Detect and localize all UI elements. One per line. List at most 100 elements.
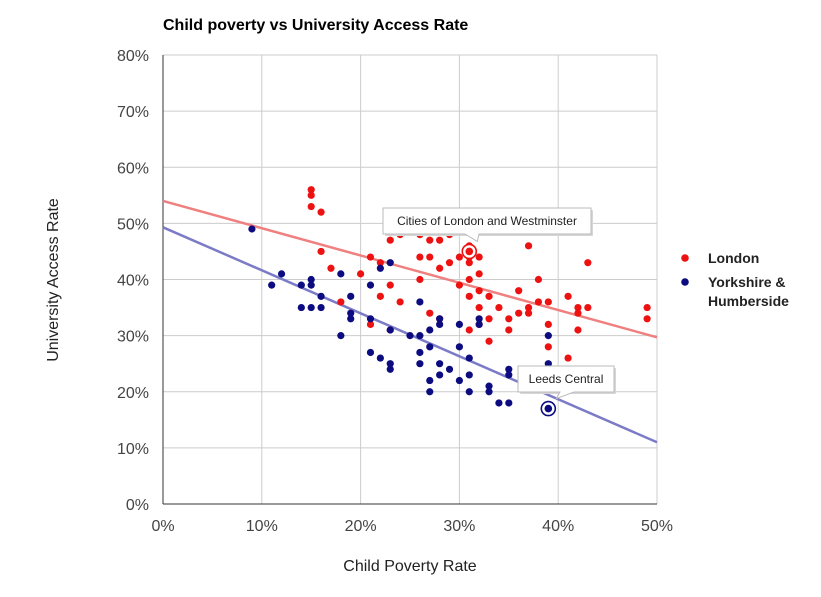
london-point [455,253,463,261]
london-point [475,287,483,295]
yorkshire-point [317,303,325,312]
london-point [475,270,483,278]
london-point [436,236,444,244]
yorkshire-point [475,320,483,328]
yorkshire-point [347,292,355,300]
y-tick-label: 20% [117,385,149,402]
yorkshire-point [337,332,345,340]
yorkshire-point [436,360,444,368]
legend-marker [681,254,689,262]
london-point [386,281,394,289]
london-point [475,303,483,312]
x-tick-label: 50% [641,518,673,535]
yorkshire-point [317,292,325,300]
x-tick-label: 30% [443,518,475,535]
london-point [366,253,375,261]
london-point [584,303,592,312]
london-point [317,247,325,256]
yorkshire-point [416,348,424,357]
london-point [337,298,345,306]
y-tick-label: 70% [117,104,149,121]
yorkshire-point [505,399,513,407]
yorkshire-point [307,303,315,312]
trendlines [162,199,658,444]
annotations: Cities of London and Westminster Leeds Ce… [382,207,616,417]
annotation-label: Leeds Central [529,372,604,386]
london-point [524,242,533,250]
x-tick-label: 20% [345,518,377,535]
y-tick-label: 30% [117,329,149,346]
london-point [327,264,335,272]
yorkshire-point [465,388,473,396]
london-point [426,253,434,261]
london-point [465,326,473,334]
london-point [524,309,533,317]
london-point [485,292,493,300]
london-point [307,191,315,199]
london-point [357,270,365,278]
yorkshire-point [268,281,276,289]
highlight-point [465,247,474,256]
legend-label: London [708,250,759,266]
axes: 0% 10% 20% 30% 40% 50% 60% 70% 80% 0% 10% 20% 30% 40%… [117,48,673,535]
gridlines [163,54,658,504]
x-tick-label: 10% [246,518,278,535]
y-tick-label: 10% [117,441,149,458]
yorkshire-point [485,382,493,390]
london-point [416,275,424,284]
london-point [505,326,513,334]
yorkshire-point [347,309,355,317]
london-point [465,259,473,267]
london-point [515,309,523,317]
london-point [574,303,582,312]
yorkshire-point [445,365,454,373]
x-tick-label: 40% [542,518,574,535]
london-point [544,320,552,328]
highlight-point [544,404,553,413]
yorkshire-point [426,343,434,351]
london-point [376,259,384,267]
london-point [584,259,592,267]
london-point [574,309,582,317]
yorkshire-point [416,298,424,306]
yorkshire-point [416,360,424,368]
yorkshire-point [455,343,463,351]
yorkshire-point [307,281,315,289]
yorkshire-point [386,326,394,334]
london-point [485,337,493,345]
yorkshire-point [376,354,384,362]
yorkshire-point [505,371,513,379]
yorkshire-point [416,332,424,340]
x-tick-label: 0% [151,518,174,535]
london-point [485,315,493,323]
x-axis-label: Child Poverty Rate [343,558,476,575]
london-point [475,253,483,261]
yorkshire-point [347,315,355,323]
y-tick-label: 40% [117,273,149,290]
london-point [416,253,424,261]
yorkshire-point [366,348,375,357]
legend-label-line: Humberside [708,293,789,309]
yorkshire-point [386,365,394,373]
london-point [564,292,572,300]
yorkshire-point [426,326,434,334]
legend-marker [681,278,689,286]
london-point [643,303,651,312]
london-point [376,292,384,300]
y-axis-label: University Access Rate [45,198,62,362]
yorkshire-point [426,388,434,396]
london-point [396,298,404,306]
yorkshire-point [505,365,513,373]
yorkshire-point [376,264,384,272]
callout-box [517,365,615,400]
yorkshire-point [366,315,375,323]
london-point [465,292,473,300]
london-point [643,315,651,323]
legend: London Yorkshire & Humberside [681,250,789,309]
london-point [445,259,454,267]
yorkshire-point [406,332,414,340]
london-point [564,354,572,362]
london-point [544,343,552,351]
london-point [436,264,444,272]
